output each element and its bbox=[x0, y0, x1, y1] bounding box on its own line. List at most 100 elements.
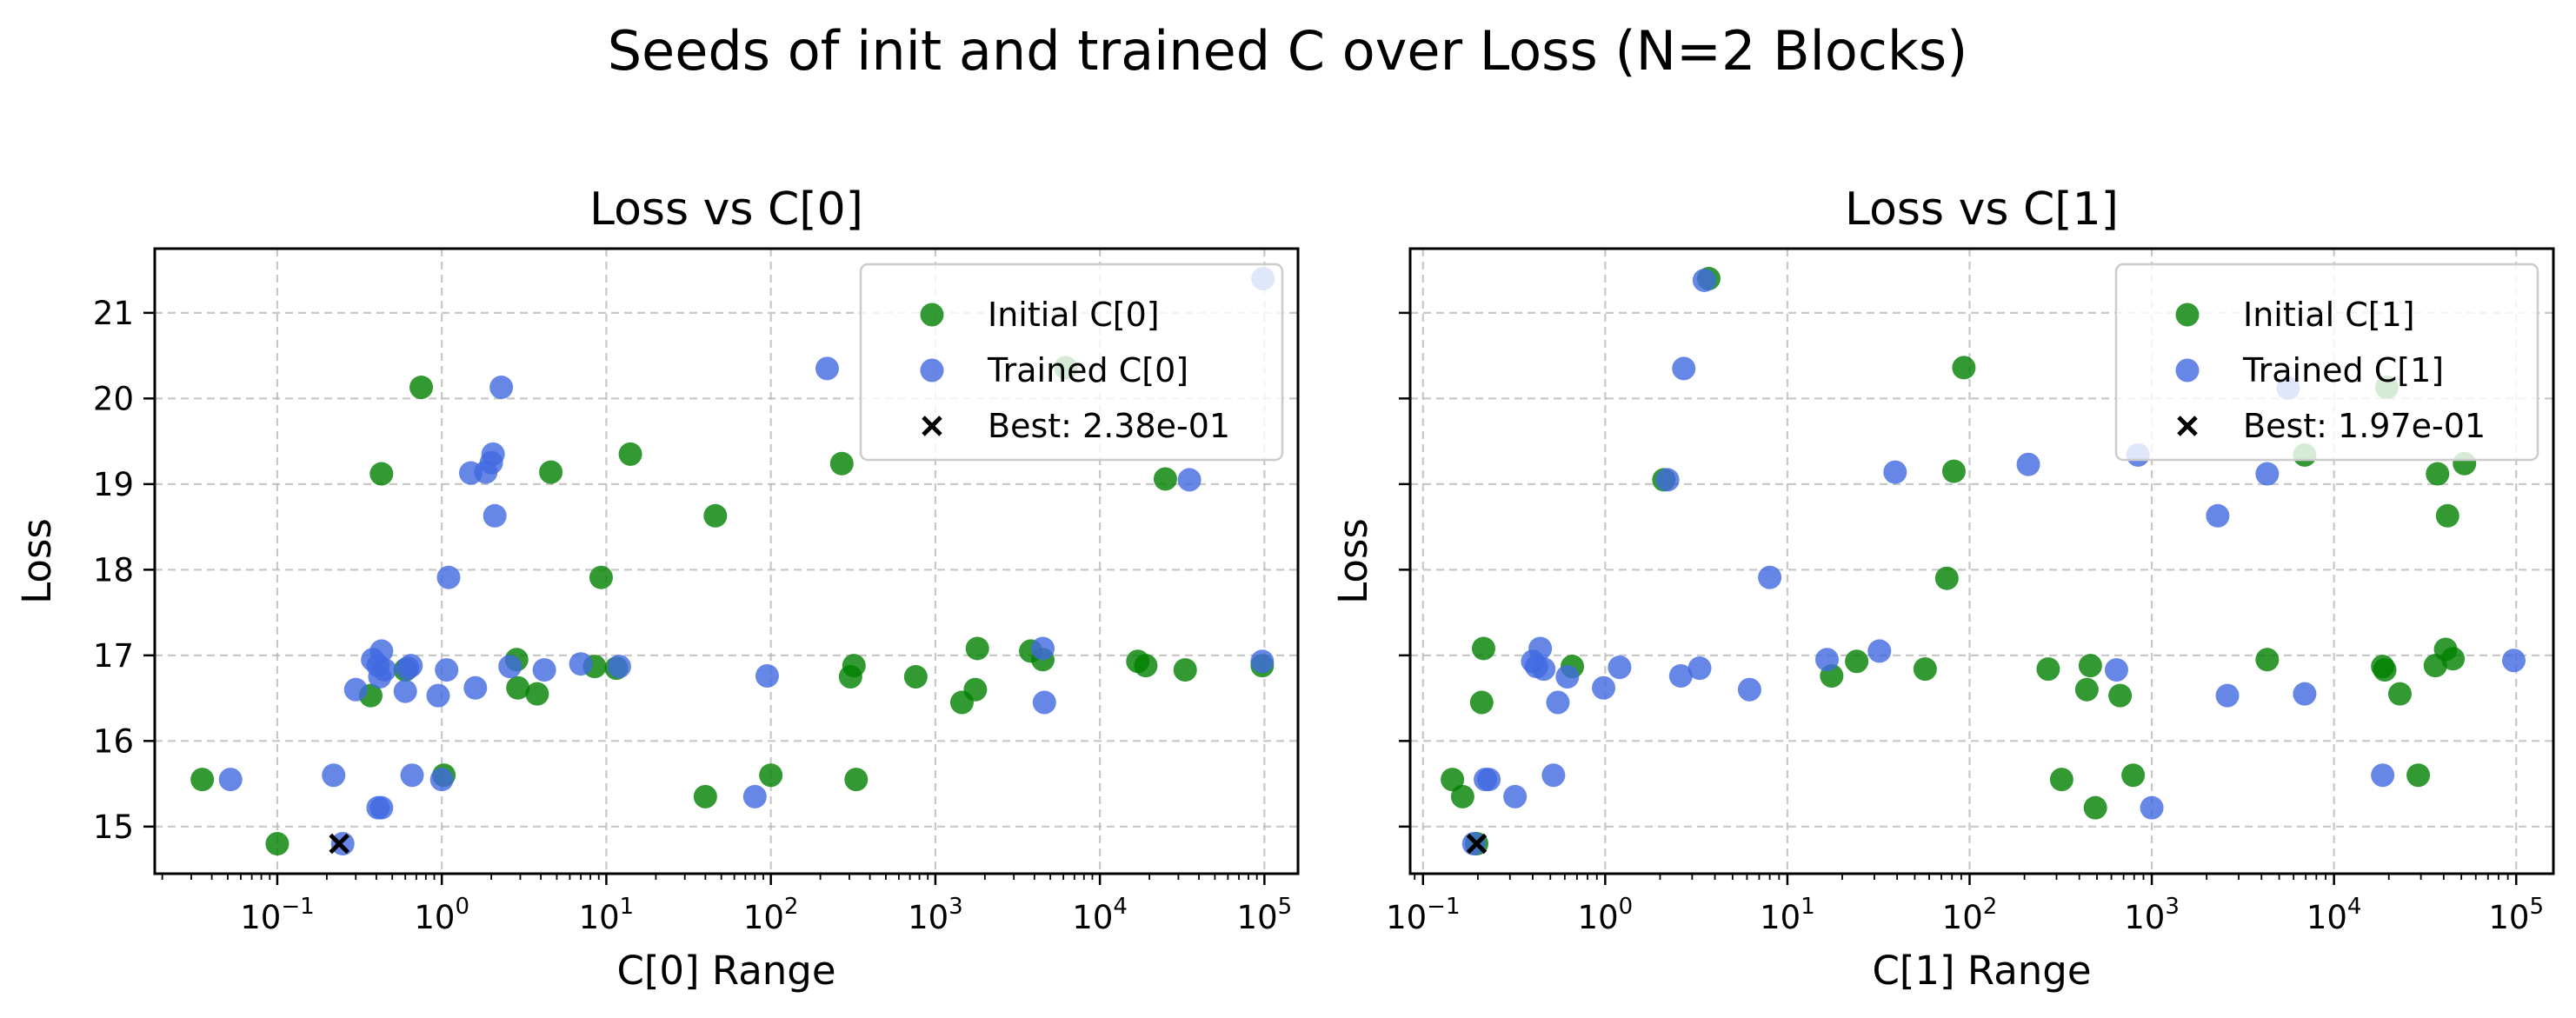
best-point-marker bbox=[1466, 833, 1488, 855]
x-tick-base: 10 bbox=[2306, 899, 2347, 936]
trained-point bbox=[1692, 268, 1716, 292]
initial-point bbox=[1941, 459, 1966, 483]
figure-title: Seeds of init and trained C over Loss (N… bbox=[608, 19, 1968, 83]
trained-point bbox=[498, 655, 523, 679]
x-tick-base: 10 bbox=[1386, 899, 1427, 936]
trained-point bbox=[463, 675, 488, 700]
trained-point bbox=[393, 679, 417, 703]
trained-point bbox=[489, 376, 514, 400]
x-tick-label: 102 bbox=[1942, 894, 1998, 936]
trained-point bbox=[218, 768, 243, 792]
trained-point bbox=[1592, 675, 1616, 700]
initial-point bbox=[2036, 657, 2060, 682]
x-axis-label: C[0] Range bbox=[616, 948, 835, 994]
y-tick-label: 21 bbox=[93, 295, 134, 332]
trained-point bbox=[330, 832, 355, 856]
initial-point bbox=[2083, 795, 2107, 820]
trained-point bbox=[1883, 460, 1907, 484]
trained-point bbox=[607, 655, 631, 679]
initial-point bbox=[2255, 648, 2280, 672]
x-tick-exponent: 1 bbox=[1801, 894, 1815, 920]
y-tick-label: 18 bbox=[93, 551, 134, 589]
initial-point bbox=[2387, 682, 2412, 706]
trained-point bbox=[1687, 656, 1712, 681]
trained-point bbox=[1815, 648, 1840, 672]
initial-point bbox=[1153, 467, 1177, 491]
initial-point bbox=[2074, 677, 2099, 702]
initial-point bbox=[829, 451, 854, 476]
x-tick-base: 10 bbox=[2124, 899, 2165, 936]
y-axis-label: Loss bbox=[1330, 518, 1376, 604]
initial-point bbox=[539, 460, 563, 484]
trained-point bbox=[426, 683, 450, 708]
initial-point bbox=[759, 763, 783, 788]
panel-title: Loss vs C[1] bbox=[1845, 183, 2119, 236]
x-tick-exponent: 2 bbox=[784, 894, 799, 920]
trained-point bbox=[1672, 356, 1696, 381]
x-tick-base: 10 bbox=[743, 899, 784, 936]
initial-point bbox=[525, 682, 549, 706]
trained-point bbox=[569, 652, 593, 676]
initial-point bbox=[2406, 763, 2431, 788]
trained-point bbox=[343, 677, 368, 702]
legend-label: Trained C[1] bbox=[2242, 351, 2444, 389]
legend-marker-initial bbox=[920, 303, 944, 327]
points bbox=[190, 266, 1275, 856]
x-tick-label: 101 bbox=[1760, 894, 1815, 936]
trained-point bbox=[1532, 657, 1556, 682]
trained-point bbox=[1503, 784, 1528, 808]
initial-point bbox=[409, 376, 434, 400]
legend-label: Initial C[0] bbox=[988, 296, 1160, 334]
x-tick-base: 10 bbox=[1760, 899, 1801, 936]
x-tick-exponent: 0 bbox=[1619, 894, 1634, 920]
x-tick-base: 10 bbox=[908, 899, 949, 936]
y-axis-label: Loss bbox=[14, 518, 60, 604]
initial-point bbox=[963, 677, 988, 702]
legend-label: Initial C[1] bbox=[2243, 296, 2415, 334]
initial-point bbox=[1441, 768, 1465, 792]
initial-point bbox=[1913, 657, 1937, 682]
x-tick-exponent: −1 bbox=[1427, 894, 1460, 920]
initial-point bbox=[1952, 356, 1976, 380]
axes-frame bbox=[1408, 247, 2555, 875]
trained-point bbox=[2371, 763, 2395, 788]
initial-point bbox=[190, 768, 215, 792]
x-tick-label: 100 bbox=[414, 894, 469, 936]
initial-point bbox=[1469, 690, 1494, 715]
initial-point bbox=[265, 832, 290, 856]
initial-point bbox=[842, 654, 866, 678]
legend-label: Trained C[0] bbox=[987, 351, 1188, 389]
initial-point bbox=[506, 675, 530, 700]
legend: Initial C[0] Trained C[0] Best: 2.38e-01 bbox=[859, 263, 1284, 462]
trained-point bbox=[2104, 658, 2128, 682]
trained-point bbox=[2215, 683, 2240, 708]
trained-point bbox=[1031, 636, 1055, 661]
initial-point bbox=[2078, 654, 2102, 678]
initial-point bbox=[1934, 566, 1959, 590]
trained-point bbox=[1737, 677, 1761, 702]
trained-point bbox=[532, 658, 556, 682]
x-tick-base: 10 bbox=[240, 899, 281, 936]
x-tick-base: 10 bbox=[1578, 899, 1619, 936]
x-tick-label: 101 bbox=[579, 894, 635, 936]
y-tick-label: 16 bbox=[93, 722, 134, 760]
initial-point bbox=[844, 768, 869, 792]
trained-point bbox=[1477, 768, 1501, 792]
trained-point bbox=[742, 784, 767, 808]
legend-label: Best: 1.97e-01 bbox=[2243, 407, 2486, 445]
panel-title: Loss vs C[0] bbox=[589, 183, 863, 236]
x-tick-label: 10−1 bbox=[240, 894, 314, 936]
initial-point bbox=[1845, 649, 1869, 674]
trained-point bbox=[815, 356, 839, 381]
initial-point bbox=[369, 462, 394, 486]
trained-point bbox=[2140, 795, 2164, 820]
trained-point bbox=[2293, 682, 2317, 706]
initial-point bbox=[2049, 768, 2073, 792]
trained-point bbox=[1655, 468, 1680, 492]
trained-point bbox=[481, 442, 505, 466]
initial-point bbox=[965, 636, 989, 661]
trained-point bbox=[435, 658, 459, 682]
initial-point bbox=[2426, 462, 2450, 486]
x-tick-label: 104 bbox=[1072, 894, 1128, 936]
